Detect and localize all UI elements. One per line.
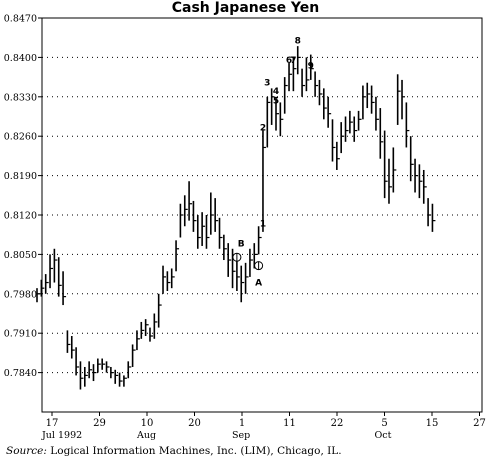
x-tick-label: 5 xyxy=(381,418,387,429)
wave-label: B xyxy=(238,240,245,250)
y-tick-label: 0.8330 xyxy=(4,92,37,103)
x-tick-label: 20 xyxy=(188,418,201,429)
chart-title: Cash Japanese Yen xyxy=(171,0,320,16)
y-tick-label: 0.7910 xyxy=(4,329,37,340)
source-note: Source: Logical Information Machines, In… xyxy=(6,445,342,457)
wave-label: 9 xyxy=(308,62,314,72)
x-tick-label: 22 xyxy=(331,418,344,429)
x-tick-label: 15 xyxy=(426,418,439,429)
y-tick-label: 0.8190 xyxy=(4,171,37,182)
wave-label: 6 xyxy=(286,56,292,66)
x-tick-label: 29 xyxy=(93,418,106,429)
wave-label: 7 xyxy=(290,56,296,66)
y-tick-label: 0.7840 xyxy=(4,368,37,379)
source-label: Source: xyxy=(6,445,47,457)
wave-label: A xyxy=(255,278,262,288)
y-tick-label: 0.8050 xyxy=(4,250,37,261)
wave-label: 3 xyxy=(264,79,270,89)
x-tick-label: 1 xyxy=(239,418,245,429)
x-month-label: Jul 1992 xyxy=(41,430,82,441)
y-tick-label: 0.8260 xyxy=(4,132,37,143)
price-chart: 0.8470 0.8400 0.8330 0.8260 0.8190 0.8120 0.80… xyxy=(4,14,486,442)
y-tick-label: 0.8120 xyxy=(4,211,37,222)
x-month-label: Oct xyxy=(375,430,392,441)
wave-label: 1 xyxy=(260,219,266,229)
y-tick-label: 0.8470 xyxy=(4,14,37,25)
x-tick-label: 17 xyxy=(46,418,59,429)
wave-label: 4 xyxy=(273,87,279,97)
x-tick-label: 27 xyxy=(473,418,486,429)
wave-label: 8 xyxy=(295,36,301,46)
source-text: Logical Information Machines, Inc. (LIM)… xyxy=(50,445,342,457)
x-month-label: Aug xyxy=(136,430,156,441)
wave-label: 2 xyxy=(260,124,266,134)
y-tick-label: 0.8400 xyxy=(4,53,37,64)
x-month-label: Sep xyxy=(232,430,250,441)
x-tick-label: 11 xyxy=(283,418,296,429)
wave-label: 5 xyxy=(273,97,279,107)
x-tick-label: 10 xyxy=(141,418,154,429)
y-tick-label: 0.7980 xyxy=(4,289,37,300)
